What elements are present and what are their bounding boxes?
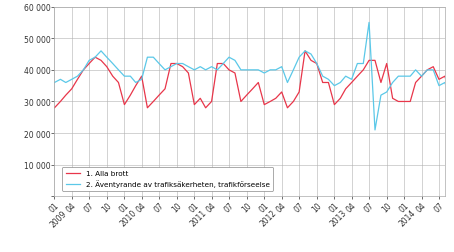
- Line: 2. Äventyrande av trafiksäkerheten, trafikförseelse: 2. Äventyrande av trafiksäkerheten, tra…: [54, 23, 454, 131]
- Line: 1. Alla brott: 1. Alla brott: [54, 52, 454, 108]
- Legend: 1. Alla brott, 2. Äventyrande av trafiksäkerheten, trafikförseelse: 1. Alla brott, 2. Äventyrande av trafiks…: [62, 167, 273, 191]
